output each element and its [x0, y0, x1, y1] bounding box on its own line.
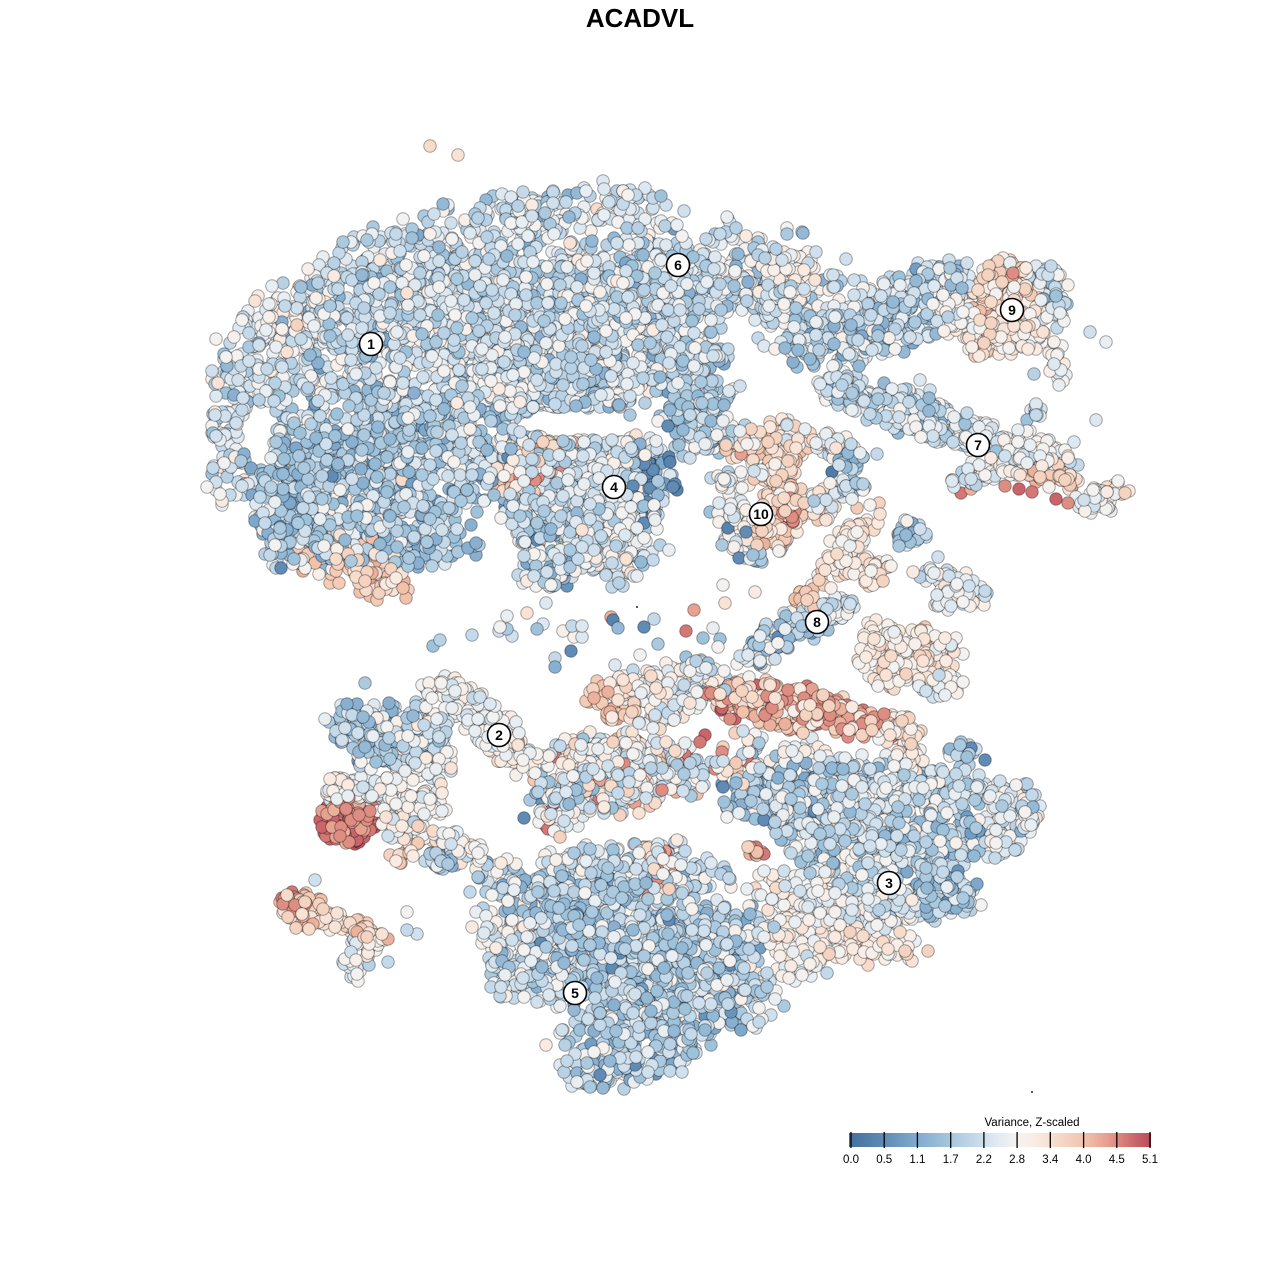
svg-text:0.0: 0.0	[843, 1154, 859, 1166]
svg-text:7: 7	[974, 437, 982, 453]
svg-text:ACADVL: ACADVL	[586, 3, 694, 33]
svg-text:0.5: 0.5	[876, 1154, 892, 1166]
svg-text:1.1: 1.1	[909, 1154, 925, 1166]
svg-text:6: 6	[674, 257, 682, 273]
svg-text:5.1: 5.1	[1142, 1154, 1158, 1166]
svg-text:3: 3	[885, 875, 893, 891]
svg-text:8: 8	[813, 614, 821, 630]
svg-text:2.8: 2.8	[1009, 1154, 1025, 1166]
svg-text:4: 4	[610, 479, 618, 495]
svg-text:2: 2	[495, 727, 503, 743]
svg-text:3.4: 3.4	[1042, 1154, 1059, 1166]
svg-text:1: 1	[367, 336, 375, 352]
svg-text:10: 10	[753, 506, 769, 522]
svg-text:4.5: 4.5	[1109, 1154, 1125, 1166]
svg-text:Variance, Z-scaled: Variance, Z-scaled	[984, 1117, 1079, 1129]
svg-text:5: 5	[571, 985, 579, 1001]
svg-text:9: 9	[1008, 302, 1016, 318]
svg-text:4.0: 4.0	[1076, 1154, 1092, 1166]
svg-text:2.2: 2.2	[976, 1154, 992, 1166]
svg-text:1.7: 1.7	[943, 1154, 959, 1166]
